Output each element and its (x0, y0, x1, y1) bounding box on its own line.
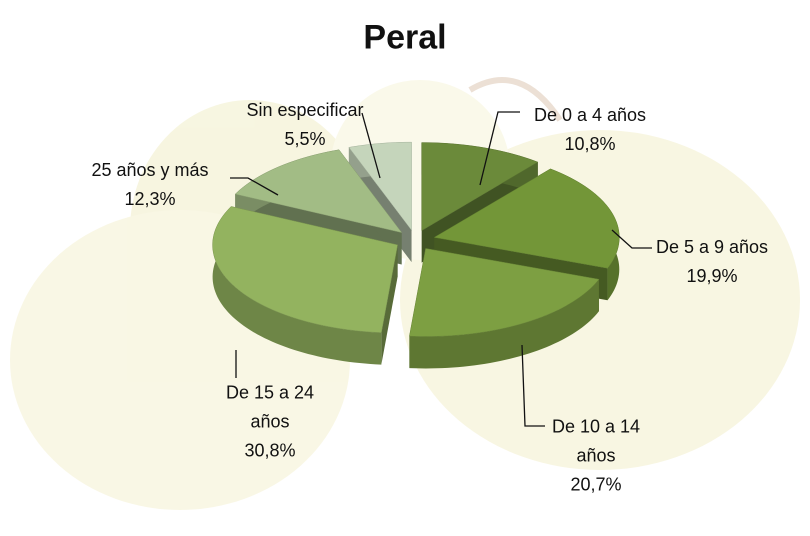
value-label: 12,3% (91, 185, 208, 214)
chart-title: Peral (363, 19, 446, 58)
value-label: 19,9% (656, 262, 768, 291)
category-label: Sin especificar (246, 96, 363, 125)
value-label: 5,5% (246, 125, 363, 154)
chart: Peral De 0 a 4 años10,8% De 5 a 9 años19,… (0, 0, 810, 536)
category-label: De 10 a 14 años (531, 413, 661, 471)
value-label: 30,8% (205, 437, 335, 466)
category-label: De 0 a 4 años (534, 101, 646, 130)
value-label: 20,7% (531, 471, 661, 500)
category-label: De 5 a 9 años (656, 233, 768, 262)
category-label: De 15 a 24 años (205, 379, 335, 437)
value-label: 10,8% (534, 130, 646, 159)
category-label: 25 años y más (91, 156, 208, 185)
